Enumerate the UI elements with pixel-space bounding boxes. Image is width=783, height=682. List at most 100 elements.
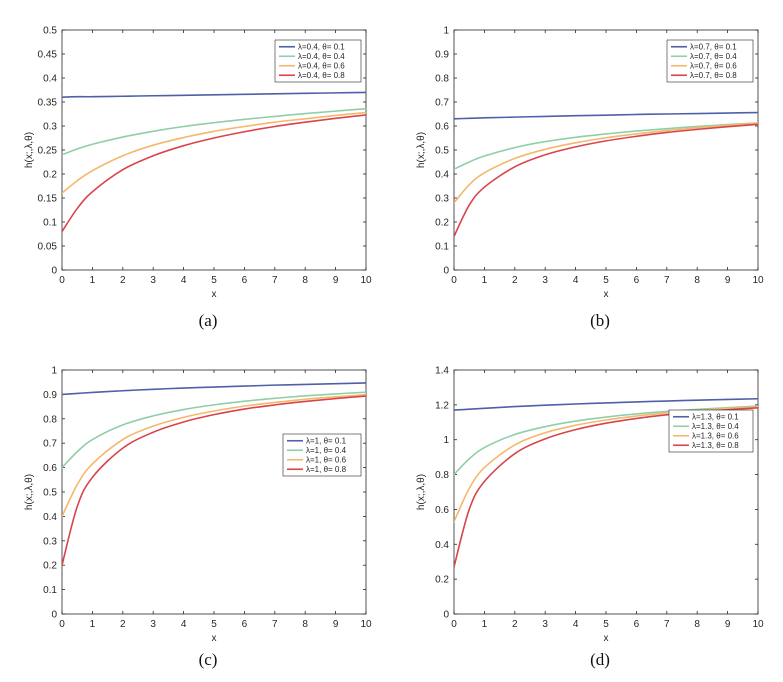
y-tick-label: 0.2	[435, 575, 449, 586]
y-tick-label: 0.15	[38, 194, 58, 205]
legend: λ=0.4, θ= 0.1λ=0.4, θ= 0.4λ=0.4, θ= 0.6λ…	[274, 39, 362, 83]
x-tick-label: 2	[120, 275, 126, 286]
x-tick-label: 8	[302, 619, 308, 630]
y-tick-label: 0.2	[43, 170, 57, 181]
x-tick-label: 6	[242, 275, 248, 286]
series-lines	[62, 91, 366, 233]
series-line-2	[62, 393, 366, 518]
x-tick-label: 2	[512, 275, 518, 286]
y-tick-label: 0.8	[43, 414, 57, 425]
y-tick-label: 0.6	[435, 122, 449, 133]
legend-entry-1: λ=1.3, θ= 0.4	[692, 422, 739, 431]
series-line-3	[454, 123, 758, 238]
y-tick-label: 0.6	[43, 463, 57, 474]
y-tick-label: 0	[443, 266, 449, 277]
legend-entry-0: λ=0.4, θ= 0.1	[298, 43, 345, 52]
x-tick-label: 4	[181, 275, 187, 286]
y-tick-label: 0.4	[43, 74, 57, 85]
x-tick-label: 0	[451, 619, 457, 630]
y-tick-label: 0.2	[43, 561, 57, 572]
legend-entry-0: λ=1, θ= 0.1	[306, 437, 347, 446]
x-tick-label: 10	[752, 619, 764, 630]
legend: λ=0.7, θ= 0.1λ=0.7, θ= 0.4λ=0.7, θ= 0.6λ…	[666, 39, 754, 83]
y-tick-label: 0.2	[435, 218, 449, 229]
x-tick-label: 1	[90, 619, 96, 630]
legend-entry-3: λ=0.7, θ= 0.8	[690, 71, 737, 80]
y-tick-label: 0.35	[38, 98, 58, 109]
y-tick-label: 0.1	[43, 218, 57, 229]
x-axis-label: x	[604, 289, 609, 300]
x-tick-label: 1	[90, 275, 96, 286]
x-tick-label: 6	[634, 619, 640, 630]
series-lines	[62, 382, 366, 566]
x-tick-label: 3	[150, 275, 156, 286]
y-tick-label: 0.3	[43, 122, 57, 133]
x-tick-label: 7	[664, 275, 670, 286]
x-tick-label: 5	[211, 275, 217, 286]
legend-entry-2: λ=1.3, θ= 0.6	[692, 432, 739, 441]
legend-entry-3: λ=0.4, θ= 0.8	[298, 71, 345, 80]
y-tick-label: 0.5	[43, 488, 57, 499]
y-axis-label: h(x;,λ,θ)	[24, 132, 35, 168]
y-tick-label: 0	[443, 610, 449, 621]
chart-panel-3: 0 1 2 3 4 5 6 7 8 9 10 0 0.2 0.4 0.6 0.8 1 1.2 1.4 x h(x;,λ,…	[416, 366, 764, 670]
legend-entry-3: λ=1, θ= 0.8	[306, 465, 347, 474]
y-tick-label: 0.25	[38, 146, 58, 157]
x-axis-label: x	[604, 633, 609, 644]
plot-area-box	[61, 369, 367, 615]
y-axis-label: h(x;,λ,θ)	[24, 474, 35, 510]
series-line-0	[62, 91, 366, 98]
y-tick-label: 0.05	[38, 242, 58, 253]
x-tick-label: 0	[59, 619, 65, 630]
legend-entry-0: λ=1.3, θ= 0.1	[692, 413, 739, 422]
legend: λ=1, θ= 0.1λ=1, θ= 0.4λ=1, θ= 0.6λ=1, θ=…	[282, 433, 362, 477]
x-tick-label: 10	[360, 619, 372, 630]
x-tick-label: 9	[725, 619, 731, 630]
series-line-3	[62, 114, 366, 233]
x-tick-label: 3	[542, 275, 548, 286]
series-line-1	[454, 122, 758, 170]
x-tick-label: 8	[694, 275, 700, 286]
x-tick-label: 1	[482, 275, 488, 286]
x-tick-label: 4	[573, 619, 579, 630]
x-tick-label: 7	[664, 619, 670, 630]
x-tick-label: 4	[181, 619, 187, 630]
y-tick-label: 1	[443, 435, 449, 446]
legend-entry-1: λ=0.4, θ= 0.4	[298, 52, 345, 61]
y-tick-label: 0.1	[435, 242, 449, 253]
x-tick-label: 7	[272, 619, 278, 630]
y-tick-label: 0.3	[435, 194, 449, 205]
x-tick-label: 0	[59, 275, 65, 286]
legend-entry-3: λ=1.3, θ= 0.8	[692, 441, 739, 450]
chart-panel-1: 0 1 2 3 4 5 6 7 8 9 10 0 0.1 0.2 0.3 0.4 0.5 0.6 0.7 0.8 0.9…	[416, 26, 764, 331]
series-line-0	[454, 111, 758, 120]
series-line-1	[62, 107, 366, 156]
panel-caption: (a)	[199, 311, 218, 330]
x-tick-label: 9	[333, 619, 339, 630]
x-tick-label: 9	[725, 275, 731, 286]
y-tick-label: 0.5	[43, 26, 57, 37]
panel-caption: (b)	[590, 311, 610, 330]
y-tick-label: 0.5	[435, 146, 449, 157]
y-axis-label: h(x;,λ,θ)	[416, 474, 427, 510]
y-tick-label: 1.4	[435, 366, 449, 377]
y-tick-label: 0.1	[43, 585, 57, 596]
x-tick-label: 5	[603, 275, 609, 286]
x-tick-label: 2	[120, 619, 126, 630]
legend-entry-2: λ=0.7, θ= 0.6	[690, 62, 737, 71]
x-tick-label: 8	[302, 275, 308, 286]
legend-entry-2: λ=0.4, θ= 0.6	[298, 62, 345, 71]
x-tick-label: 6	[634, 275, 640, 286]
y-tick-label: 0.45	[38, 50, 58, 61]
x-tick-label: 4	[573, 275, 579, 286]
y-tick-label: 0	[51, 266, 57, 277]
y-tick-label: 0.9	[435, 50, 449, 61]
y-tick-label: 0.8	[435, 470, 449, 481]
panel-caption: (c)	[199, 650, 218, 669]
x-tick-label: 10	[360, 275, 372, 286]
series-line-2	[62, 111, 366, 194]
x-axis-label: x	[212, 289, 217, 300]
y-tick-label: 0.4	[43, 512, 57, 523]
panel-caption: (d)	[590, 650, 610, 669]
